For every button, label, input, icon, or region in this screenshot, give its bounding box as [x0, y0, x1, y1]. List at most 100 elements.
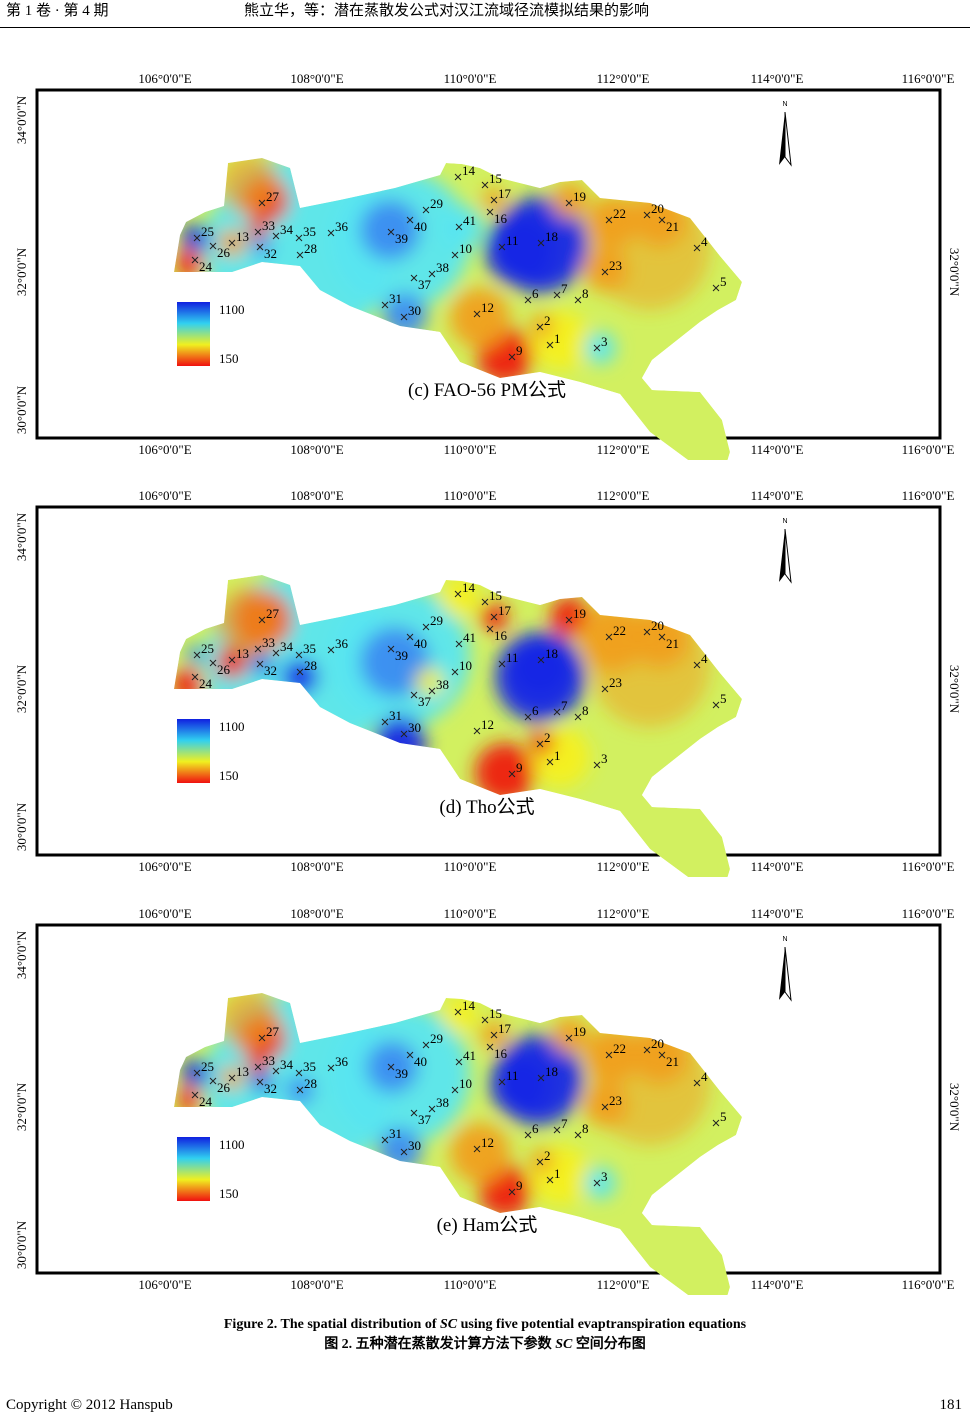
caption-text: 图 2. 五种潜在蒸散发计算方法下参数: [324, 1337, 556, 1352]
value-patch: [490, 1055, 550, 1115]
station-marker: [537, 1074, 545, 1082]
station-label: 15: [489, 588, 502, 603]
station-label: 3: [601, 1169, 608, 1184]
station-label: 29: [430, 613, 443, 628]
longitude-label: 112°0'0"E: [597, 488, 650, 503]
latitude-label: 32°0'0"N: [14, 1082, 29, 1131]
station-marker: [481, 1016, 489, 1024]
station-label: 4: [701, 1069, 708, 1084]
figure-caption-zh: 图 2. 五种潜在蒸散发计算方法下参数 SC 空间分布图: [0, 1336, 970, 1353]
value-patch: [578, 603, 646, 671]
station-marker: [601, 268, 609, 276]
longitude-label: 112°0'0"E: [597, 906, 650, 921]
station-marker: [473, 727, 481, 735]
station-label: 3: [601, 334, 608, 349]
station-label: 30: [408, 303, 421, 318]
station-label: 28: [304, 1076, 317, 1091]
station-marker: [658, 1051, 666, 1059]
value-patch: [442, 997, 478, 1033]
station-label: 36: [335, 636, 349, 651]
running-title: 熊立华，等：潜在蒸散发公式对汉江流域径流模拟结果的影响: [244, 3, 650, 19]
station-marker: [565, 1034, 573, 1042]
station-label: 31: [389, 291, 402, 306]
station-marker: [498, 1078, 506, 1086]
station-marker: [422, 623, 430, 631]
station-label: 5: [720, 691, 727, 706]
station-marker: [565, 616, 573, 624]
value-patch: [252, 654, 272, 674]
value-patch: [440, 577, 480, 617]
station-label: 25: [201, 641, 214, 656]
station-label: 21: [666, 1054, 679, 1069]
station-marker: [486, 1043, 494, 1051]
value-patch: [530, 314, 554, 338]
station-label: 35: [303, 1059, 316, 1074]
station-label: 29: [430, 1031, 443, 1046]
station-marker: [574, 713, 582, 721]
station-label: 40: [414, 636, 427, 651]
longitude-label: 108°0'0"E: [290, 906, 343, 921]
station-label: 12: [481, 717, 494, 732]
station-label: 24: [199, 1094, 213, 1109]
legend-max: 1100: [219, 1137, 245, 1152]
station-marker: [254, 645, 262, 653]
station-marker: [490, 613, 498, 621]
station-marker: [712, 701, 720, 709]
longitude-label: 112°0'0"E: [597, 71, 650, 86]
station-label: 5: [720, 274, 727, 289]
station-label: 9: [516, 760, 523, 775]
station-marker: [605, 633, 613, 641]
station-label: 39: [395, 648, 408, 663]
station-marker: [295, 651, 303, 659]
value-patch: [182, 224, 210, 252]
value-patch: [215, 587, 285, 657]
value-patch: [584, 1027, 640, 1083]
longitude-label: 106°0'0"E: [138, 71, 191, 86]
station-label: 39: [395, 1066, 408, 1081]
station-label: 26: [217, 662, 231, 677]
station-label: 17: [498, 1021, 512, 1036]
station-label: 1: [554, 748, 561, 763]
panel-caption: (c) FAO-56 PM公式: [408, 379, 566, 401]
legend-colorbar: [177, 302, 210, 366]
station-marker: [498, 660, 506, 668]
station-label: 38: [436, 260, 449, 275]
station-label: 12: [481, 300, 494, 315]
station-label: 4: [701, 651, 708, 666]
longitude-label: 112°0'0"E: [597, 442, 650, 457]
caption-text: using five potential evaptranspiration e…: [457, 1317, 747, 1332]
station-marker: [454, 1008, 462, 1016]
station-label: 24: [199, 259, 213, 274]
station-marker: [295, 234, 303, 242]
station-marker: [593, 761, 601, 769]
station-marker: [258, 1034, 266, 1042]
station-label: 9: [516, 1178, 523, 1193]
longitude-label: 116°0'0"E: [902, 488, 955, 503]
longitude-label: 106°0'0"E: [138, 1277, 191, 1292]
value-patch: [360, 200, 420, 260]
station-label: 16: [494, 211, 508, 226]
station-label: 5: [720, 1109, 727, 1124]
station-label: 11: [506, 1068, 519, 1083]
station-marker: [256, 660, 264, 668]
station-label: 24: [199, 676, 213, 691]
value-patch: [416, 668, 444, 696]
station-marker: [536, 1158, 544, 1166]
station-marker: [524, 1131, 532, 1139]
station-marker: [254, 228, 262, 236]
station-label: 27: [266, 189, 280, 204]
station-marker: [193, 1069, 201, 1077]
station-label: 31: [389, 1126, 402, 1141]
station-label: 22: [613, 206, 626, 221]
station-label: 30: [408, 1138, 421, 1153]
station-marker: [296, 251, 304, 259]
station-label: 6: [532, 286, 539, 301]
latitude-label: 34°0'0"N: [14, 512, 29, 561]
station-label: 21: [666, 219, 679, 234]
value-patch: [510, 637, 570, 697]
station-marker: [490, 196, 498, 204]
station-label: 37: [418, 277, 432, 292]
north-arrow-icon: N: [779, 518, 792, 584]
longitude-label: 114°0'0"E: [751, 906, 804, 921]
